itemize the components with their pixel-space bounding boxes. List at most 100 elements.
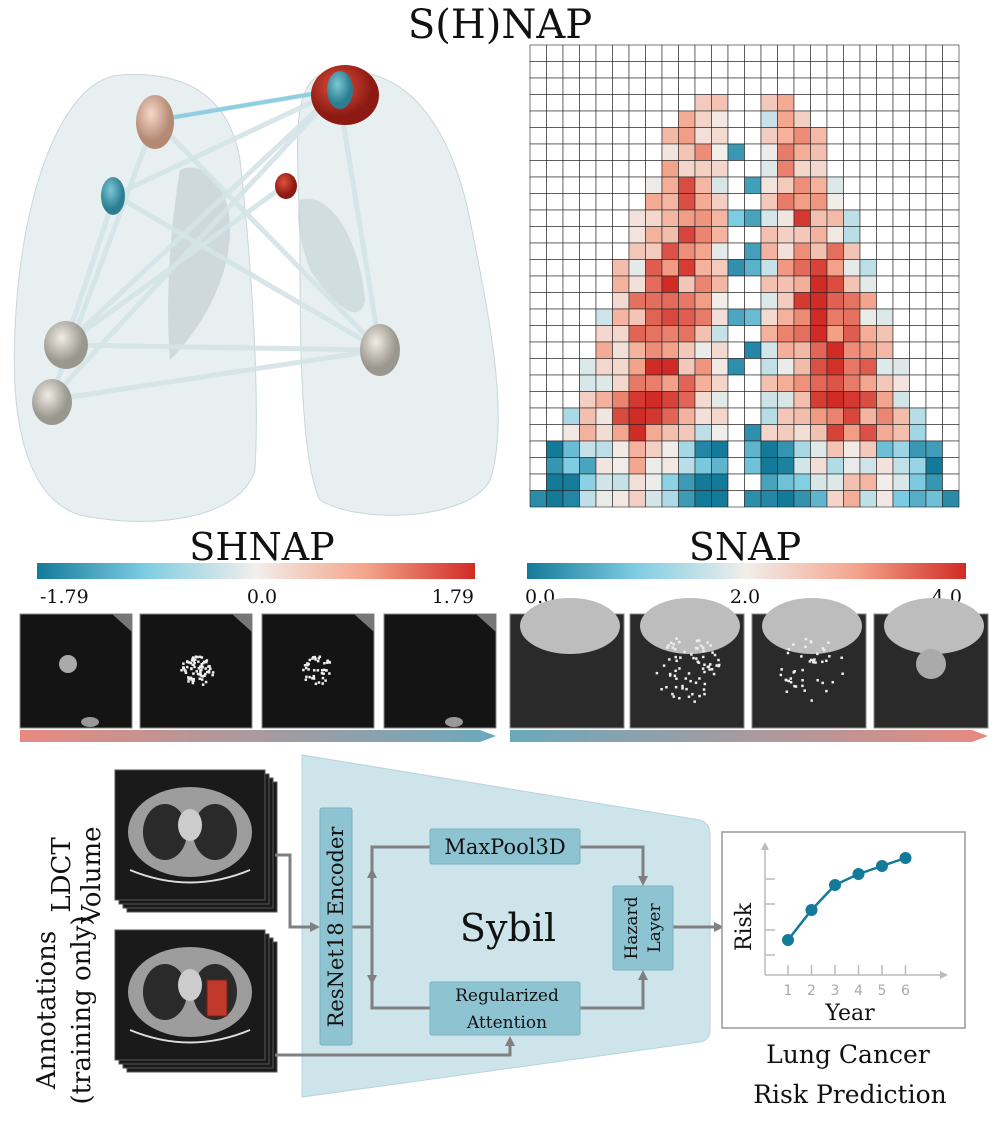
heatmap-cell: [826, 374, 844, 392]
heatmap-cell: [661, 374, 679, 392]
noise-pixel: [674, 685, 678, 689]
noise-pixel: [662, 664, 666, 667]
heatmap-cell: [909, 292, 927, 310]
heatmap-cell: [942, 440, 960, 458]
heatmap-cell: [876, 292, 894, 310]
heatmap-cell: [694, 473, 712, 491]
heatmap-cell: [909, 325, 927, 343]
heatmap-cell: [777, 440, 795, 458]
heatmap-cell: [925, 308, 943, 326]
heatmap-cell: [562, 127, 580, 145]
year-axis-label: Year: [824, 1001, 875, 1026]
heatmap-cell: [810, 94, 828, 112]
heatmap-cell: [942, 358, 960, 376]
heatmap-cell: [711, 226, 729, 244]
ct-heart: [178, 809, 202, 841]
heatmap-cell: [727, 440, 745, 458]
noise-pixel: [328, 661, 332, 664]
heatmap-cell: [612, 94, 630, 112]
heatmap-cell: [810, 143, 828, 161]
heatmap-cell: [826, 193, 844, 211]
heatmap-cell: [727, 358, 745, 376]
heatmap-cell: [579, 358, 597, 376]
heatmap-cell: [909, 61, 927, 79]
heatmap-cell: [579, 325, 597, 343]
heatmap-cell: [826, 490, 844, 508]
heatmap-cell: [843, 473, 861, 491]
heatmap-cell: [628, 457, 646, 475]
heatmap-cell: [843, 193, 861, 211]
heatmap-cell: [892, 193, 910, 211]
heatmap-cell: [661, 193, 679, 211]
heatmap-cell: [628, 407, 646, 425]
heatmap-cell: [645, 110, 663, 128]
annotations-stack: [114, 929, 278, 1073]
ct-patch: [19, 613, 133, 729]
volume-label: Volume: [77, 826, 107, 924]
ct-left-lung: [143, 804, 187, 860]
heatmap-cell: [595, 308, 613, 326]
heatmap-cell: [579, 374, 597, 392]
x-tick-label: 5: [878, 983, 887, 999]
shnap-label: SHNAP: [189, 525, 334, 569]
noise-pixel: [821, 681, 824, 685]
heatmap-cell: [892, 358, 910, 376]
noise-pixel: [312, 677, 316, 680]
heatmap-cell: [876, 176, 894, 194]
noise-pixel: [812, 661, 815, 664]
heatmap-cell: [579, 176, 597, 194]
heatmap-cell: [546, 407, 564, 425]
heatmap-cell: [579, 143, 597, 161]
heatmap-cell: [942, 77, 960, 95]
heatmap-cell: [859, 127, 877, 145]
heatmap-cell: [843, 457, 861, 475]
heatmap-cell: [942, 490, 960, 508]
heatmap-cell: [562, 160, 580, 178]
noise-pixel: [323, 661, 326, 665]
noise-pixel: [203, 660, 206, 664]
noise-pixel: [713, 653, 717, 657]
heatmap-cell: [760, 391, 778, 409]
noise-pixel: [313, 669, 316, 672]
heatmap-cell: [760, 473, 778, 491]
x-tick-label: 2: [807, 983, 816, 999]
heatmap-cell: [777, 292, 795, 310]
heatmap-cell: [892, 374, 910, 392]
noise-pixel: [182, 662, 185, 665]
heatmap-cell: [661, 176, 679, 194]
heatmap-cell: [876, 341, 894, 359]
heatmap-cell: [744, 424, 762, 442]
heatmap-cell: [628, 292, 646, 310]
heatmap-cell: [562, 259, 580, 277]
heatmap-cell: [793, 358, 811, 376]
heatmap-cell: [793, 341, 811, 359]
heatmap-cell: [546, 209, 564, 227]
heatmap-cell: [678, 259, 696, 277]
heatmap-cell: [744, 143, 762, 161]
heatmap-cell: [793, 407, 811, 425]
heatmap-cell: [612, 193, 630, 211]
noise-pixel: [816, 652, 819, 656]
noise-pixel: [655, 671, 659, 675]
heatmap-cell: [760, 94, 778, 112]
heatmap-cell: [529, 44, 547, 62]
heatmap-cell: [777, 407, 795, 425]
heatmap-cell: [810, 110, 828, 128]
heatmap-cell: [909, 490, 927, 508]
heatmap-cell: [628, 440, 646, 458]
heatmap-cell: [826, 242, 844, 260]
heatmap-cell: [777, 176, 795, 194]
heatmap-cell: [925, 391, 943, 409]
heatmap-cell: [810, 160, 828, 178]
noise-pixel: [187, 680, 190, 683]
heatmap-cell: [595, 160, 613, 178]
heatmap-cell: [595, 358, 613, 376]
noise-pixel: [683, 650, 686, 654]
heatmap-cell: [760, 160, 778, 178]
heatmap-cell: [744, 176, 762, 194]
heatmap-cell: [661, 490, 679, 508]
noise-pixel: [681, 687, 684, 690]
heatmap-cell: [628, 259, 646, 277]
heatmap-cell: [579, 259, 597, 277]
heatmap-cell: [859, 391, 877, 409]
